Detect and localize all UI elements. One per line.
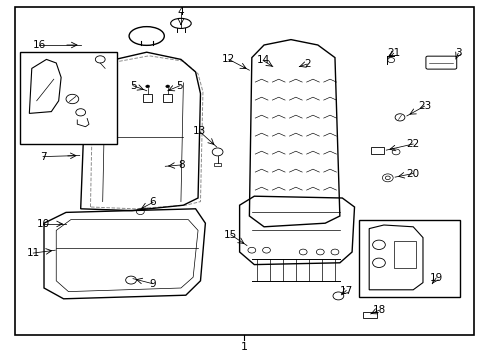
Bar (359, 220, 459, 297)
Text: 8: 8 (178, 160, 185, 170)
Text: 3: 3 (454, 48, 461, 58)
Text: 5: 5 (129, 81, 136, 91)
Bar (393, 241, 415, 268)
Circle shape (165, 85, 169, 88)
Text: 15: 15 (224, 230, 237, 240)
Text: 13: 13 (192, 126, 206, 136)
Bar (143, 94, 152, 102)
Text: 12: 12 (222, 54, 235, 64)
Text: 22: 22 (406, 139, 419, 149)
Text: 1: 1 (241, 342, 247, 352)
Bar (214, 163, 221, 166)
Text: 10: 10 (37, 219, 49, 229)
Text: 7: 7 (40, 152, 46, 162)
Circle shape (145, 85, 149, 88)
Text: 6: 6 (149, 197, 156, 207)
Text: 4: 4 (177, 6, 184, 17)
Text: 18: 18 (371, 305, 385, 315)
Bar (362, 312, 376, 318)
Text: 14: 14 (256, 55, 269, 66)
Text: 17: 17 (339, 285, 352, 296)
Text: 19: 19 (428, 273, 442, 283)
Text: 11: 11 (26, 248, 40, 258)
Bar (20, 52, 117, 144)
Bar (163, 94, 172, 102)
Text: 16: 16 (32, 40, 46, 50)
Text: 2: 2 (303, 59, 310, 69)
Bar (370, 147, 384, 154)
Text: 5: 5 (176, 81, 183, 91)
Text: 9: 9 (149, 279, 156, 289)
Text: 21: 21 (386, 48, 400, 58)
Text: 23: 23 (417, 101, 430, 111)
Text: 20: 20 (406, 168, 419, 179)
